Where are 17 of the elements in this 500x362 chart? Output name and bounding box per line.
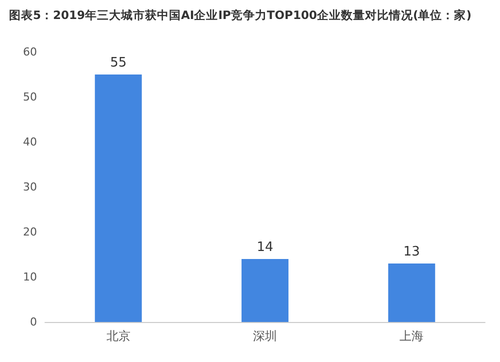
bar (388, 264, 436, 322)
x-tick-label: 上海 (400, 329, 424, 343)
y-tick-label: 20 (23, 226, 37, 238)
y-tick-label: 0 (30, 316, 37, 328)
x-tick-label: 深圳 (253, 329, 277, 343)
y-tick-label: 50 (23, 90, 37, 104)
data-label: 14 (256, 240, 274, 255)
y-tick-label: 10 (23, 270, 37, 284)
x-tick-label: 北京 (106, 329, 130, 343)
y-tick-label: 40 (23, 136, 37, 148)
data-label: 13 (403, 244, 420, 260)
chart-title: 图表5：2019年三大城市获中国AI企业IP竞争力TOP100企业数量对比情况(单位：家) (9, 8, 472, 22)
y-tick-label: 60 (23, 46, 37, 58)
bar (94, 74, 142, 322)
data-label: 55 (110, 56, 127, 70)
bar (242, 259, 288, 322)
y-tick-label: 30 (23, 180, 37, 194)
